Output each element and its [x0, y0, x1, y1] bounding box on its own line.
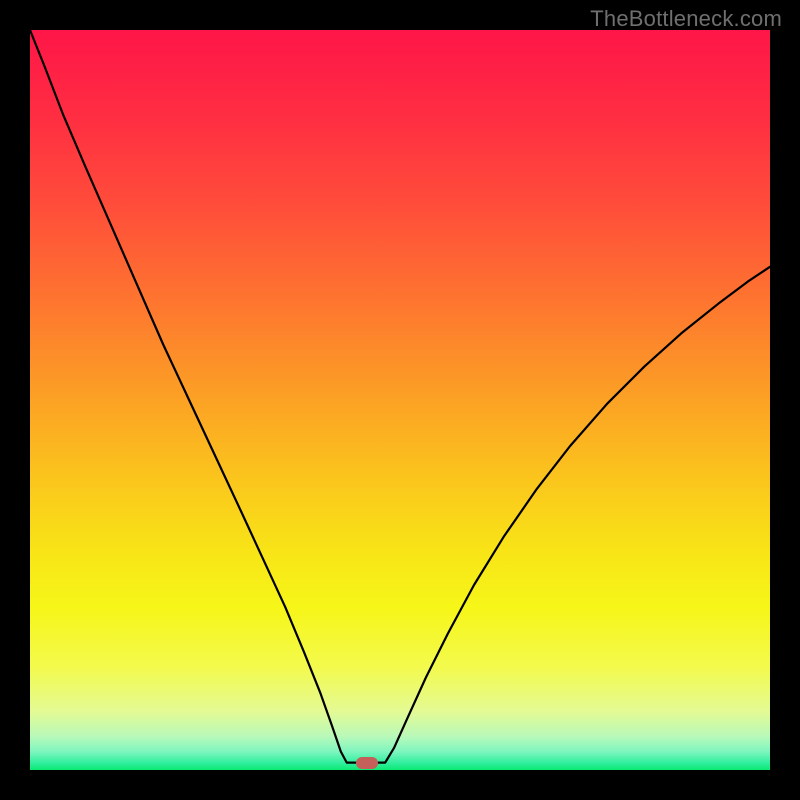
gradient-background: [30, 30, 770, 770]
watermark-text: TheBottleneck.com: [590, 6, 782, 32]
chart-svg: [30, 30, 770, 770]
result-marker: [356, 757, 378, 769]
plot-area: [30, 30, 770, 770]
chart-frame: TheBottleneck.com: [0, 0, 800, 800]
